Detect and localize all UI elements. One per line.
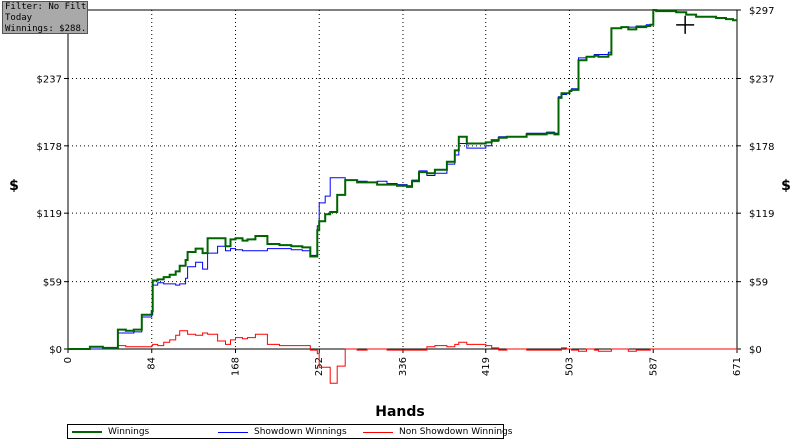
y-tick-label-right: $59 (749, 278, 768, 289)
y-tick-label-right: $119 (749, 209, 774, 220)
legend-item-showdown: Showdown Winnings (218, 426, 347, 438)
legend-swatch-winnings (72, 431, 102, 433)
legend-item-winnings: Winnings (72, 426, 149, 438)
y-tick-label-left: $178 (37, 142, 62, 153)
x-tick-label: 671 (732, 357, 743, 376)
filter-info-box: Filter: No Filter Today Winnings: $288.1… (2, 1, 88, 34)
legend-label-non-showdown: Non Showdown Winnings (399, 427, 513, 437)
legend-label-winnings: Winnings (108, 427, 150, 437)
y-tick-label-left: $0 (49, 345, 62, 356)
legend-swatch-non-showdown (363, 431, 393, 433)
y-axis-title-right: $ (781, 178, 791, 194)
y-axis-ticks: $0$0$59$59$119$119$178$178$237$237$297$2… (37, 6, 775, 356)
y-tick-label-left: $237 (37, 74, 62, 85)
y-tick-label-left: $119 (37, 209, 62, 220)
x-tick-label: 503 (565, 357, 576, 376)
y-tick-label-right: $237 (749, 74, 774, 85)
x-tick-label: 336 (398, 357, 409, 376)
x-axis-ticks: 0 84 168 252 336 419 503 587 671 (63, 349, 743, 376)
filter-label: Filter: No Filter (5, 2, 88, 12)
x-tick-label: 0 (63, 357, 74, 363)
x-axis-title: Hands (375, 404, 425, 420)
x-tick-label: 587 (648, 357, 659, 376)
series-line-non-showdown-winnings (68, 330, 738, 384)
legend-swatch-showdown (218, 431, 248, 433)
crosshair-cursor (676, 15, 695, 34)
y-tick-label-left: $59 (43, 278, 62, 289)
legend-item-non-showdown: Non Showdown Winnings (363, 426, 512, 438)
series-lines (68, 9, 738, 384)
x-tick-label: 419 (481, 357, 492, 376)
winnings-total-label: Winnings: $288.17 (5, 24, 88, 34)
y-tick-label-right: $178 (749, 142, 774, 153)
y-tick-label-right: $0 (749, 345, 762, 356)
x-tick-label: 84 (147, 357, 158, 370)
x-tick-label: 168 (230, 357, 241, 376)
chart-grid (68, 10, 737, 349)
period-label: Today (5, 13, 33, 23)
legend-label-showdown: Showdown Winnings (254, 427, 347, 437)
y-tick-label-right: $297 (749, 6, 774, 17)
series-line-winnings (68, 9, 737, 350)
y-axis-title-left: $ (9, 178, 19, 194)
chart-legend: Winnings Showdown Winnings Non Showdown … (67, 424, 512, 439)
x-tick-label: 252 (314, 357, 325, 376)
